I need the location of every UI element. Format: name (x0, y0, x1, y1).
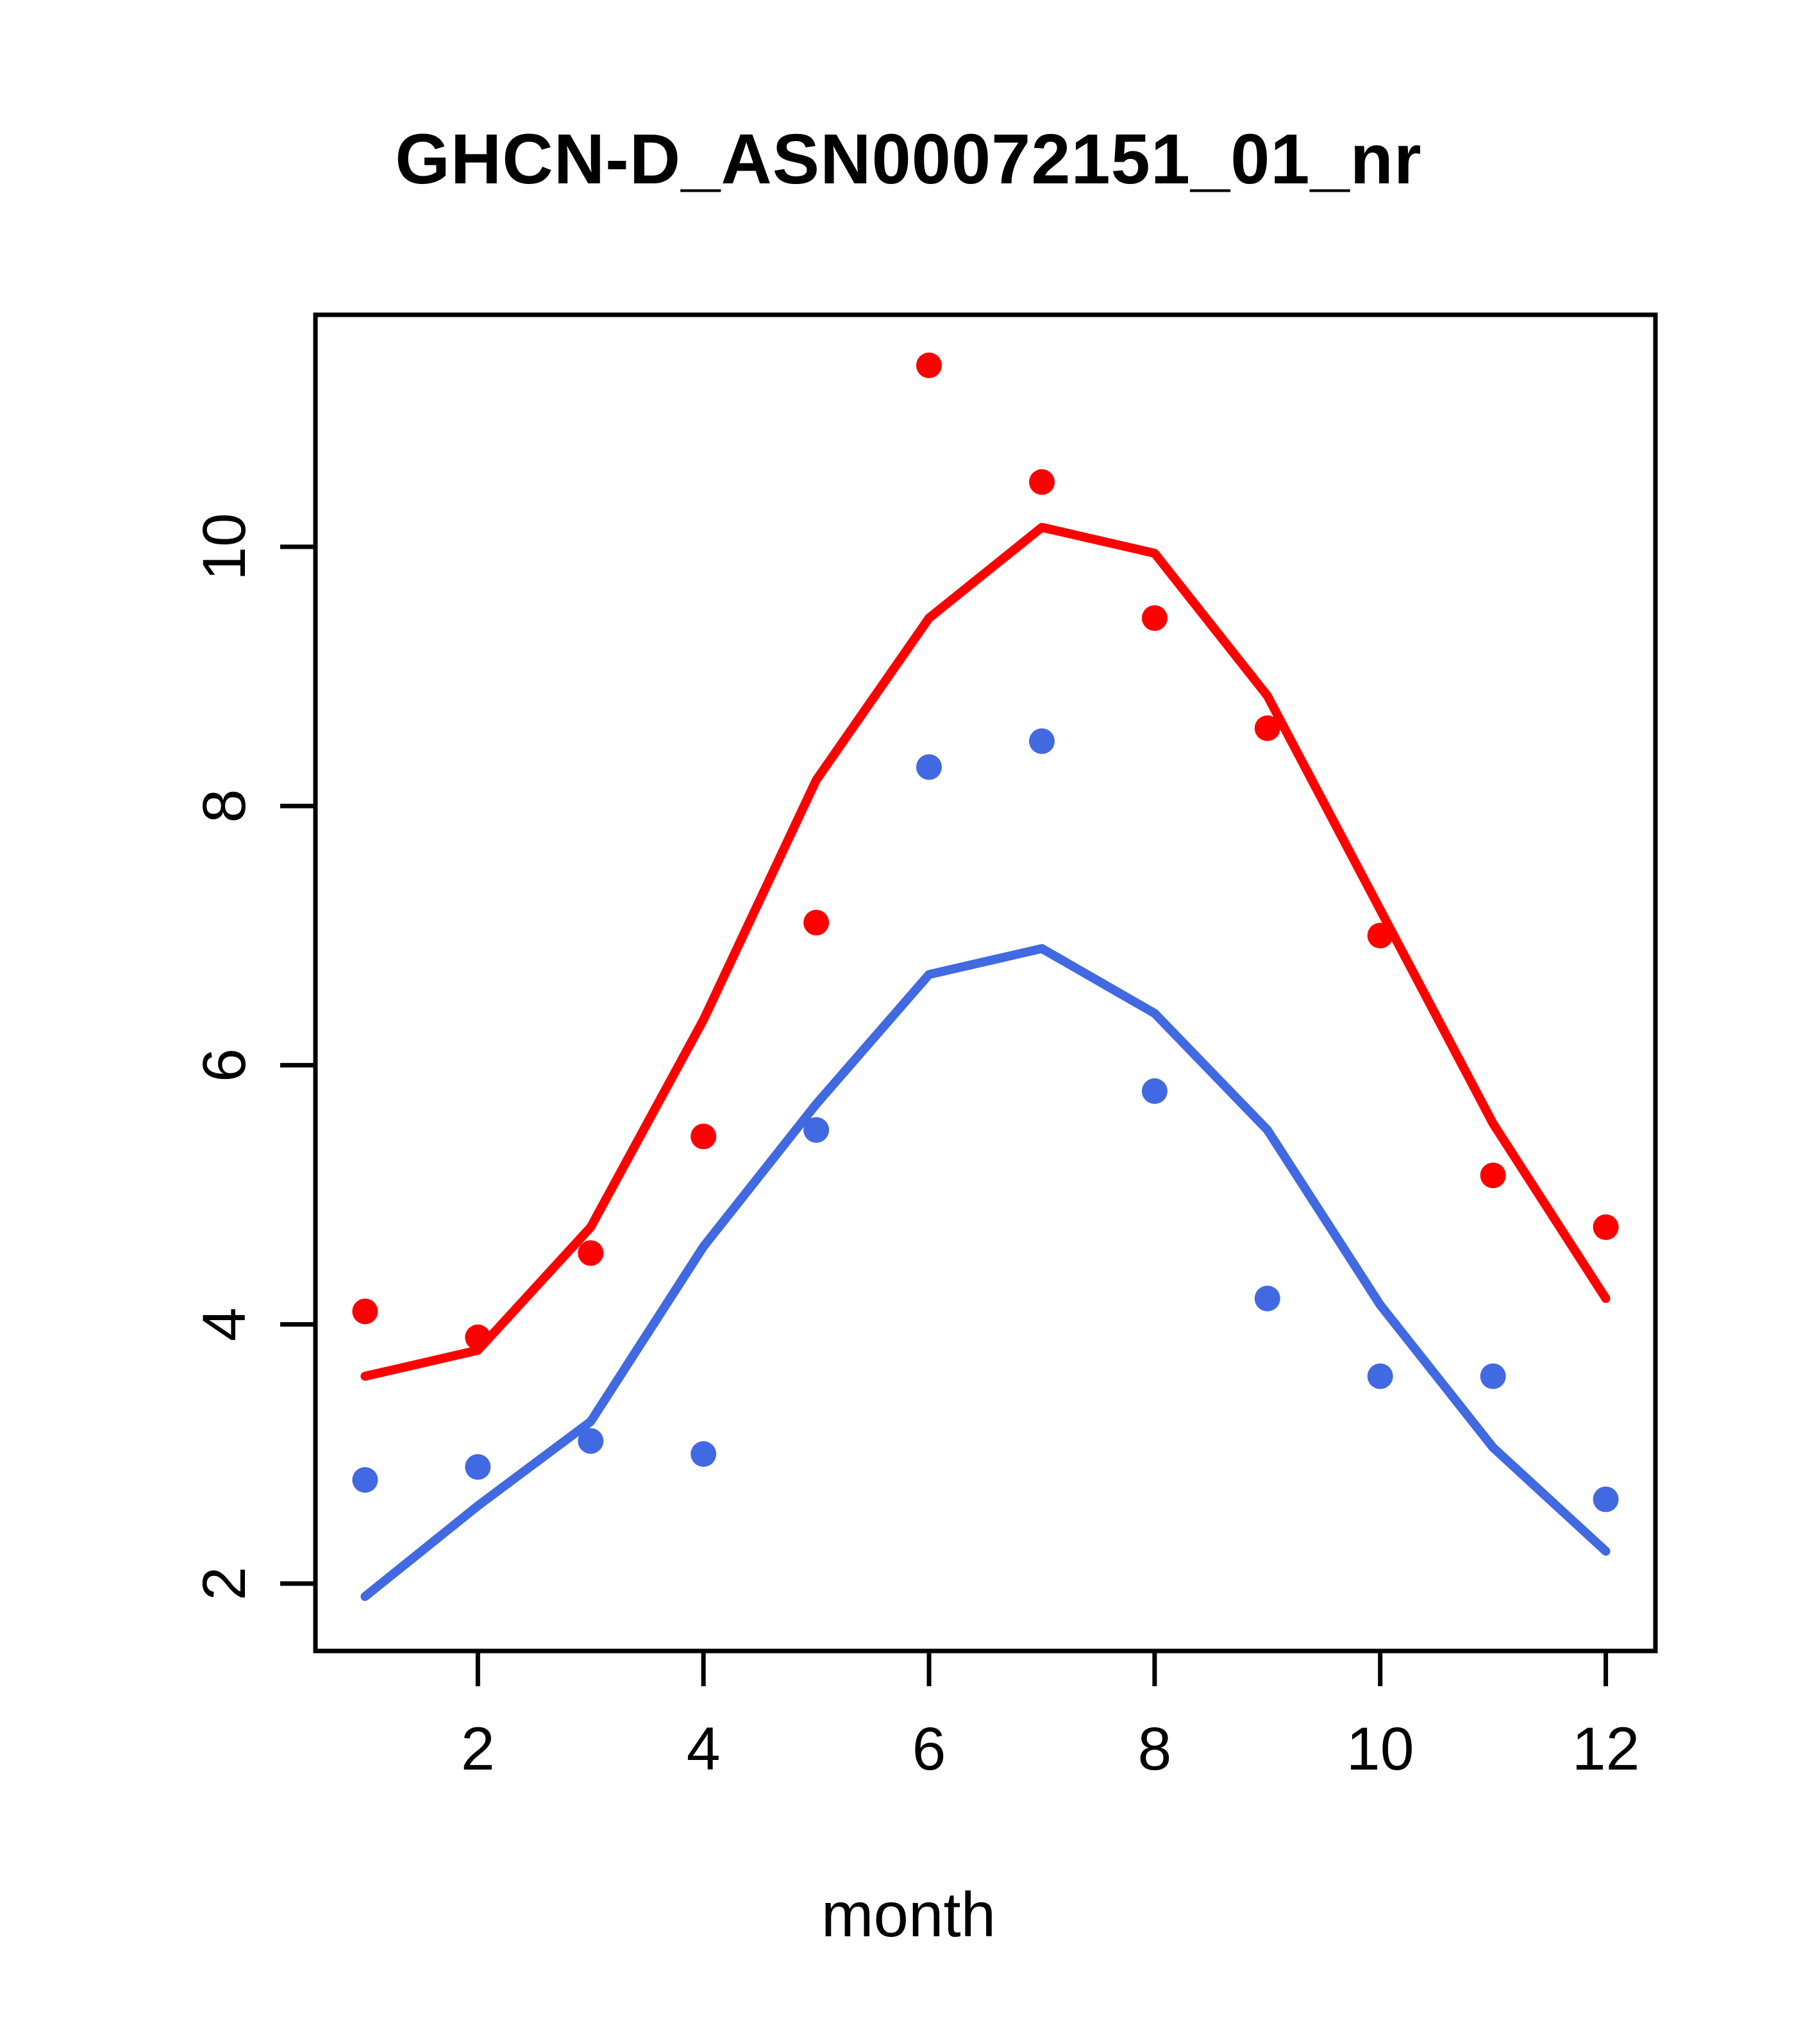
chart-title: GHCN-D_ASN00072151_01_nr (395, 120, 1422, 199)
y-tick-label: 2 (190, 1566, 258, 1600)
red-point (1254, 715, 1280, 741)
blue-point (1141, 1078, 1168, 1104)
red-point (691, 1123, 717, 1150)
red-point (1593, 1214, 1619, 1240)
blue-point (1480, 1363, 1506, 1389)
blue-point (691, 1441, 717, 1467)
y-tick-label: 6 (190, 1048, 258, 1082)
x-tick-label: 10 (1346, 1715, 1414, 1783)
y-tick-label: 10 (190, 513, 258, 581)
x-tick-label: 4 (687, 1715, 721, 1783)
red-point (352, 1298, 378, 1325)
red-line (360, 523, 1611, 1381)
blue-point (1367, 1363, 1393, 1389)
red-point (916, 352, 942, 378)
red-point (1480, 1162, 1506, 1189)
x-tick-label: 8 (1137, 1715, 1171, 1783)
blue-point (465, 1454, 491, 1480)
blue-point (578, 1428, 604, 1454)
x-axis-title: month (821, 1879, 996, 1950)
y-tick-label: 8 (190, 789, 258, 823)
blue-point (352, 1467, 378, 1493)
red-point (578, 1240, 604, 1266)
red-point (803, 910, 830, 935)
blue-point (916, 754, 942, 780)
blue-point (1593, 1486, 1619, 1512)
red-point (1029, 469, 1055, 495)
x-tick-label: 6 (912, 1715, 946, 1783)
blue-point (1254, 1286, 1280, 1312)
blue-line (360, 944, 1611, 1602)
blue-point (803, 1117, 830, 1143)
x-tick-label: 2 (461, 1715, 495, 1783)
red-point (1141, 605, 1168, 631)
y-tick-label: 4 (190, 1307, 258, 1341)
plot-box (313, 312, 1658, 1654)
x-tick-label: 12 (1572, 1715, 1640, 1783)
blue-point (1029, 728, 1055, 754)
